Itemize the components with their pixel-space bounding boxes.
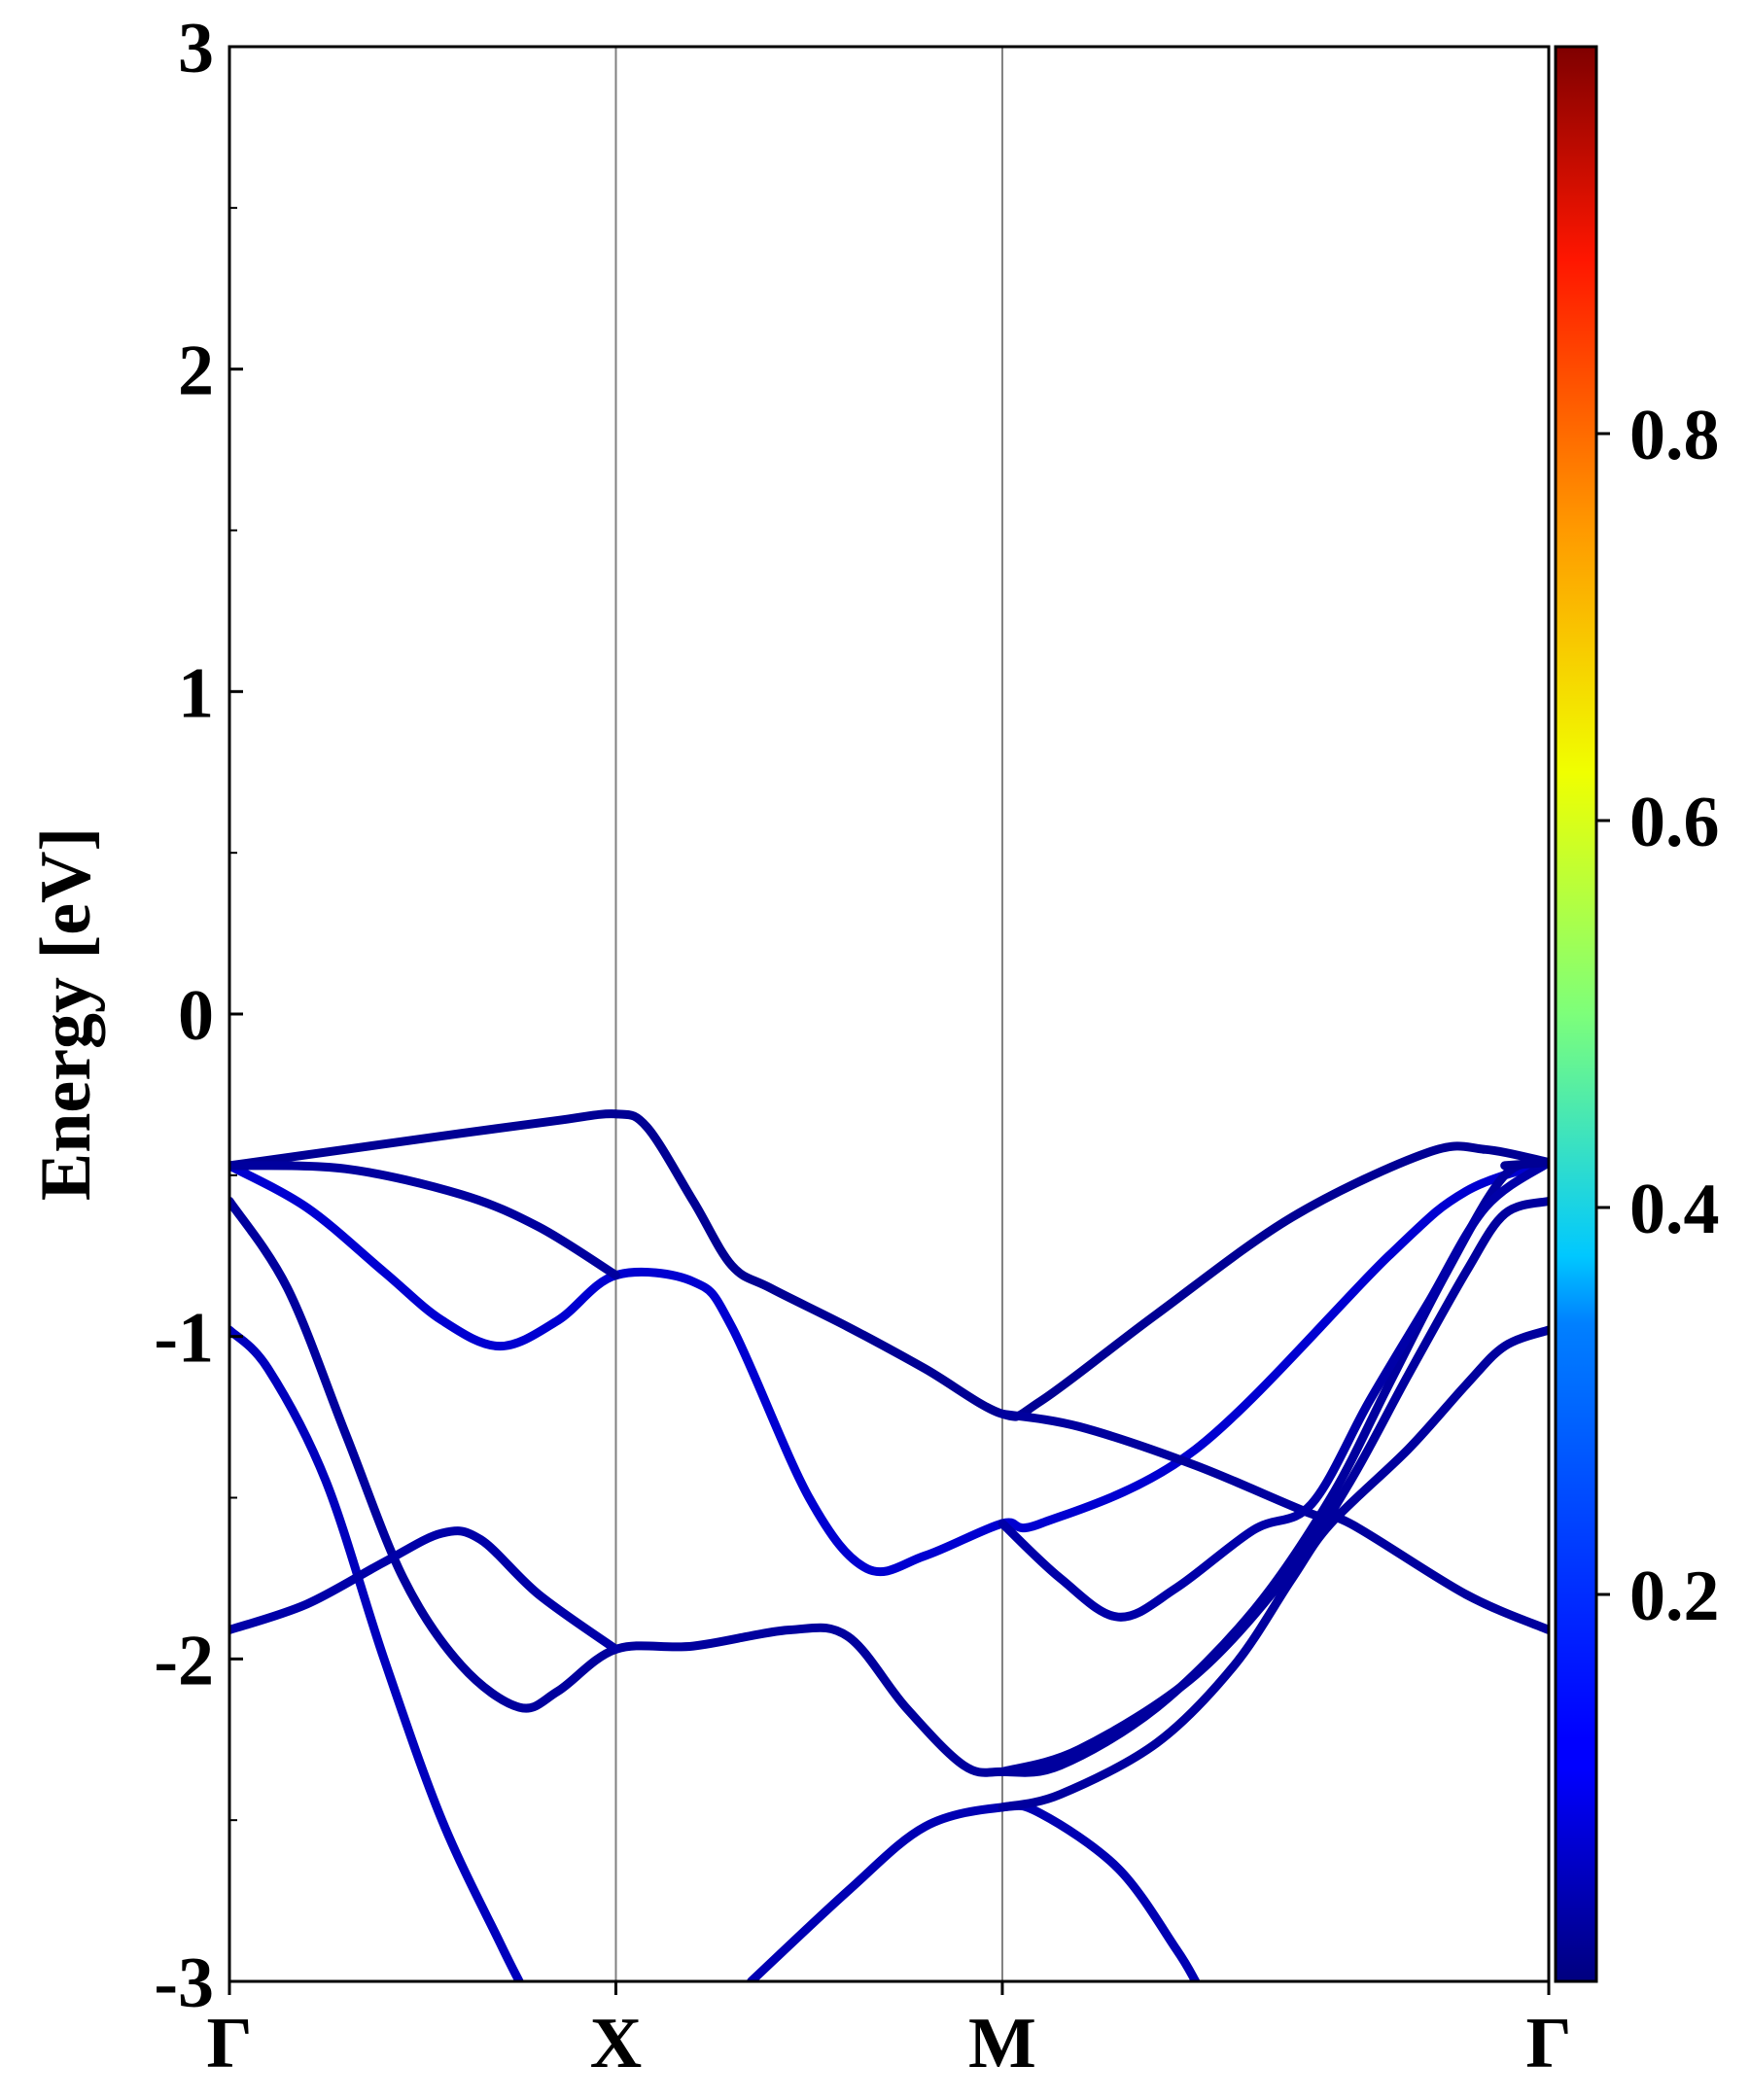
colorbar-ticks: 0.8 0.6 0.4 0.2 <box>1596 396 1720 1636</box>
colorbar <box>1554 45 1598 1983</box>
colorbar-tick-label: 0.2 <box>1629 1557 1720 1636</box>
band-1 <box>229 1109 1549 1421</box>
y-tick-label: 3 <box>178 9 214 88</box>
band-8 <box>998 1409 1549 1634</box>
band-4 <box>229 1158 1549 1777</box>
y-axis-title: Energy [eV] <box>26 827 106 1201</box>
band-11 <box>998 1158 1549 1622</box>
colorbar-tick-label: 0.8 <box>1629 396 1720 475</box>
x-tick-label: M <box>968 2004 1036 2083</box>
y-tick-label: 0 <box>178 976 214 1056</box>
y-tick-label: -2 <box>154 1621 214 1700</box>
band-10 <box>998 1196 1549 1776</box>
colorbar-tick-label: 0.6 <box>1629 783 1720 862</box>
x-tick-label: Γ <box>1525 2004 1571 2083</box>
band-6 <box>229 1526 620 1654</box>
y-tick-label: 2 <box>178 332 214 411</box>
band-12 <box>1500 1158 1549 1171</box>
band-3 <box>229 1161 620 1280</box>
band-5 <box>229 1325 524 1981</box>
x-tick-label: Γ <box>206 2004 252 2083</box>
y-tick-label: -3 <box>154 1943 214 2023</box>
y-tick-label: 1 <box>178 653 214 733</box>
kpoint-separator-lines <box>614 47 1003 1981</box>
band-lines <box>229 1109 1549 1981</box>
y-tick-label: -1 <box>154 1299 214 1379</box>
band-7 <box>747 1801 1201 1981</box>
band-9 <box>998 1325 1549 1812</box>
x-tick-label: X <box>590 2004 642 2083</box>
colorbar-tick-label: 0.4 <box>1629 1170 1720 1249</box>
y-axis-ticks: 3 2 1 0 -1 -2 -3 <box>154 9 243 2023</box>
band-2 <box>229 1158 1549 1577</box>
